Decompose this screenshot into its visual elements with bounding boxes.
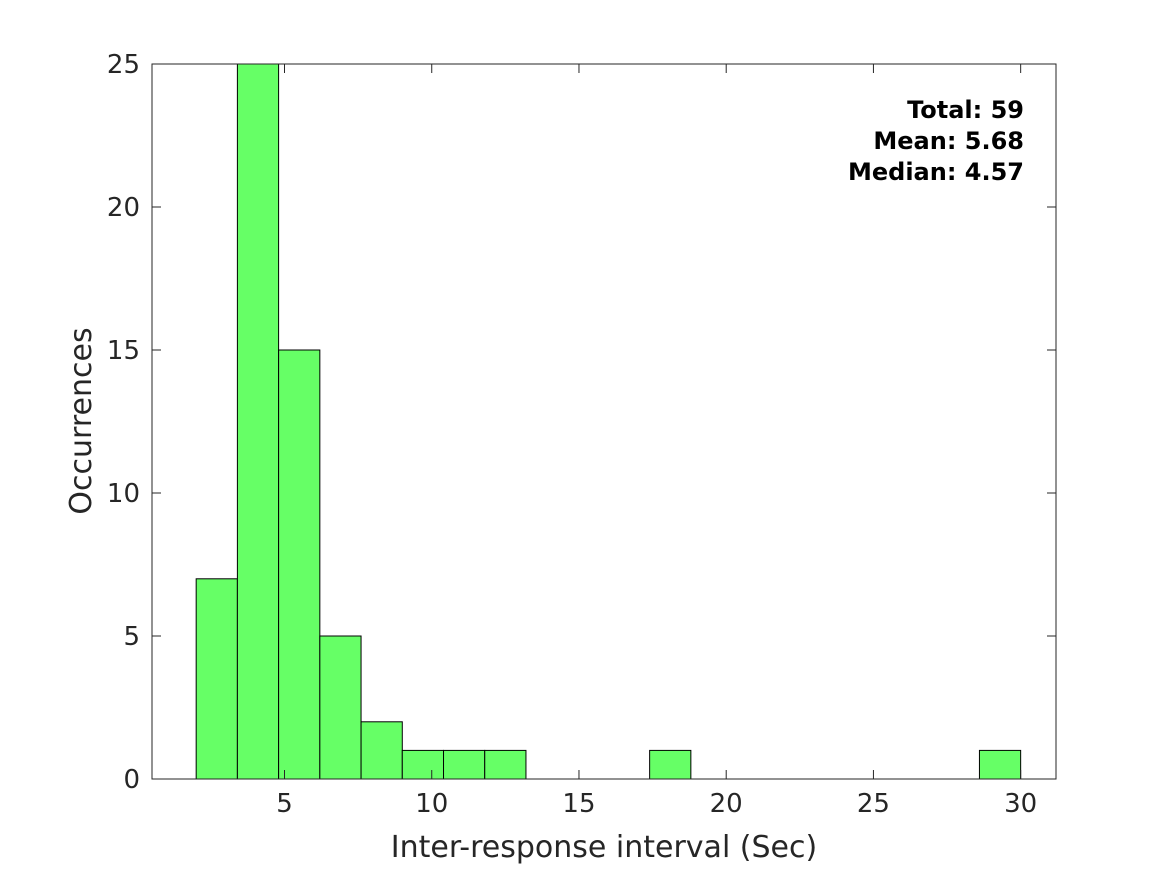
ticks-layer: 5 10 15 20 25 30 0 5 10 15 20 25 [107, 50, 1056, 819]
x-tick-label: 10 [415, 789, 448, 819]
plot-frame [151, 63, 1057, 780]
histogram-bar [278, 349, 321, 780]
y-tick-label: 25 [107, 50, 140, 80]
total-annotation: Total: 59 [907, 96, 1024, 124]
x-tick-label: 5 [276, 789, 293, 819]
x-tick-label: 20 [710, 789, 743, 819]
y-axis-label: Occurrences [64, 327, 99, 514]
histogram-bar [319, 635, 362, 780]
bars-layer [195, 63, 1022, 780]
median-annotation: Median: 4.57 [848, 158, 1024, 186]
y-tick-label: 15 [107, 336, 140, 366]
x-tick-label: 30 [1004, 789, 1037, 819]
y-tick-label: 5 [123, 622, 140, 652]
histogram-bar [401, 749, 445, 780]
y-tick-label: 20 [107, 193, 140, 223]
mean-annotation: Mean: 5.68 [873, 127, 1024, 155]
histogram-bar [195, 578, 238, 780]
histogram-bar [360, 721, 403, 780]
y-tick-label: 0 [123, 765, 140, 795]
y-tick-label: 10 [107, 479, 140, 509]
histogram-bar [443, 749, 486, 780]
x-axis-label: Inter-response interval (Sec) [391, 830, 817, 865]
x-tick-label: 15 [562, 789, 595, 819]
histogram-bar [484, 749, 527, 780]
histogram-bar [649, 749, 692, 780]
x-tick-label: 25 [857, 789, 890, 819]
histogram-bar [236, 63, 280, 780]
histogram-bar [978, 749, 1022, 780]
